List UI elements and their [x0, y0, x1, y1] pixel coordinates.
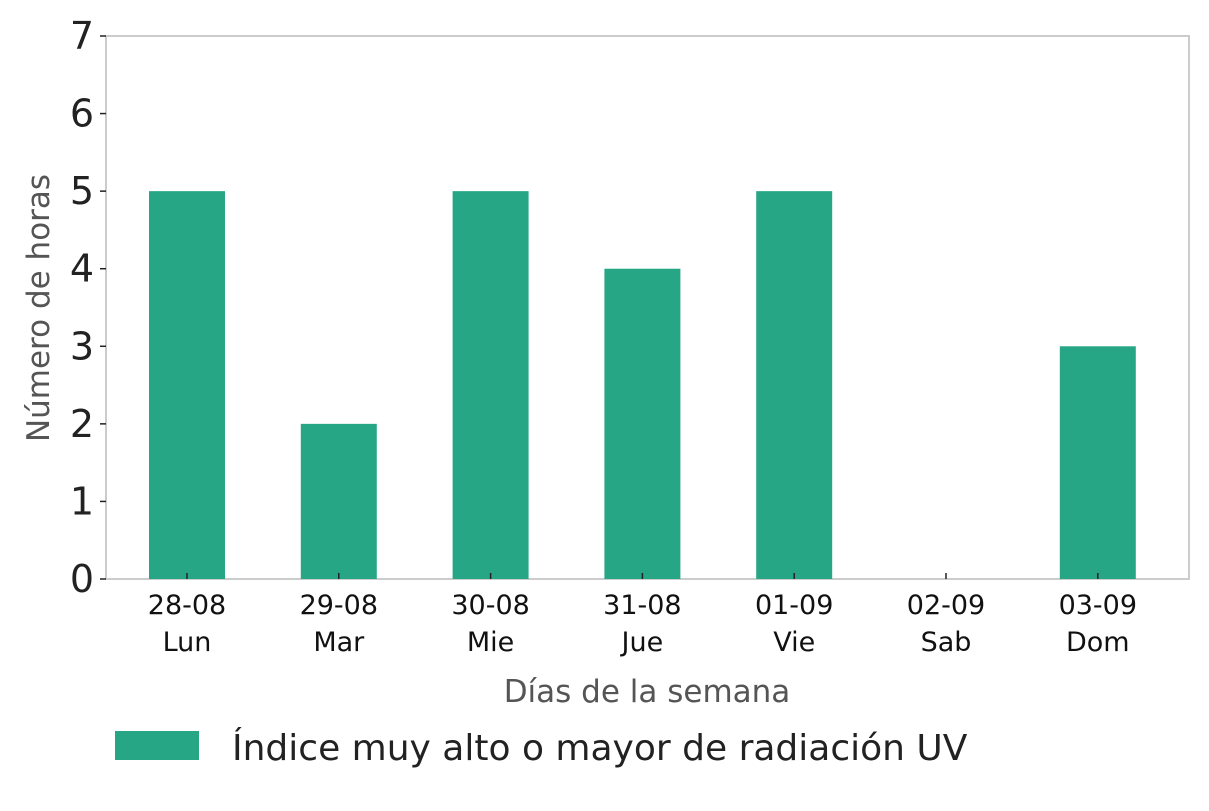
x-tick-day: Mie [467, 627, 514, 658]
bars [149, 191, 1136, 579]
y-tick-label: 1 [70, 479, 94, 523]
bar [604, 268, 681, 579]
bar [1059, 346, 1136, 579]
y-tick-label: 2 [70, 402, 94, 446]
x-axis-label: Días de la semana [504, 674, 791, 710]
y-axis: 0 1 2 3 4 5 6 7 [70, 14, 106, 601]
bar [452, 191, 529, 579]
y-axis-label: Número de horas [21, 174, 57, 442]
x-tick-day: Dom [1066, 627, 1130, 658]
legend-swatch [115, 731, 199, 760]
bar [149, 191, 225, 579]
x-tick-day: Sab [921, 627, 972, 658]
y-tick-label: 3 [70, 324, 94, 368]
x-tick-day: Mar [313, 627, 365, 658]
legend-label: Índice muy alto o mayor de radiación UV [232, 727, 968, 769]
y-tick-label: 0 [70, 557, 94, 601]
bar [300, 423, 377, 579]
x-tick-date: 31-08 [603, 590, 681, 621]
legend: Índice muy alto o mayor de radiación UV [115, 727, 968, 769]
y-tick-label: 7 [70, 14, 94, 58]
y-tick-label: 4 [70, 247, 94, 291]
x-tick-day: Lun [163, 627, 212, 658]
x-tick-date: 02-09 [907, 590, 985, 621]
x-tick-day: Jue [620, 627, 664, 658]
x-tick-date: 01-09 [755, 590, 833, 621]
x-tick-date: 29-08 [300, 590, 378, 621]
y-tick-label: 5 [70, 169, 94, 213]
x-tick-date: 30-08 [451, 590, 529, 621]
x-tick-date: 28-08 [148, 590, 226, 621]
x-tick-day: Vie [773, 627, 815, 658]
x-axis: 28-08 Lun 29-08 Mar 30-08 Mie 31-08 Jue 01-09 Vie… [148, 573, 1137, 658]
y-tick-label: 6 [70, 92, 94, 136]
bar [756, 191, 833, 579]
x-tick-date: 03-09 [1059, 590, 1137, 621]
